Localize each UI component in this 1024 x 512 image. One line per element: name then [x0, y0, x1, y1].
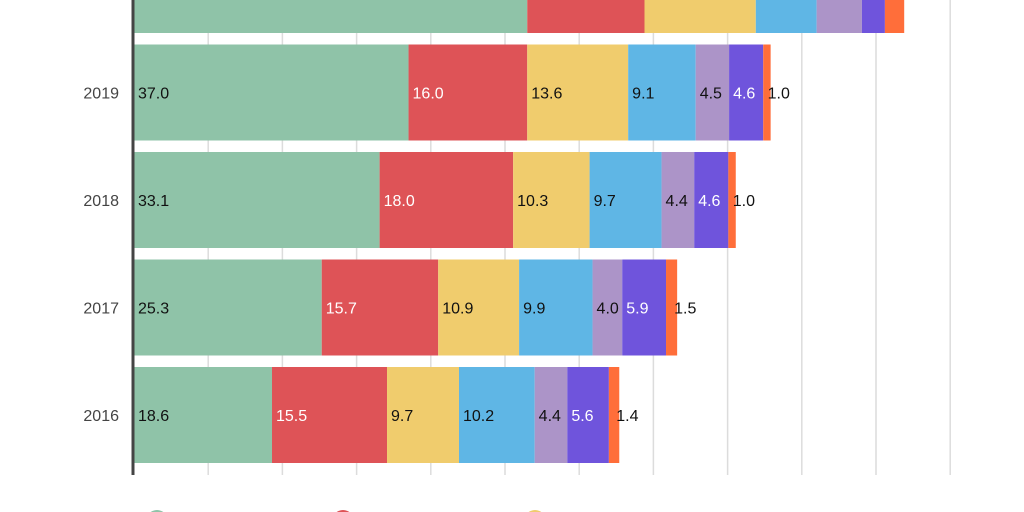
bar-segment [134, 152, 380, 248]
bar-segment [321, 259, 439, 356]
bar-segment [527, 44, 629, 141]
bar-segment [589, 152, 662, 248]
bar-segment [513, 152, 590, 248]
data-label: 9.1 [632, 86, 654, 103]
y-axis-labels: 2019 2018 2017 2016 [83, 86, 119, 426]
data-label: 5.6 [571, 408, 593, 425]
data-label: 4.4 [539, 408, 561, 425]
data-label: 4.5 [700, 86, 722, 103]
data-label: 25.3 [138, 301, 169, 318]
bar-segment [592, 259, 623, 356]
bar-segment [134, 0, 528, 33]
data-label: 9.7 [391, 408, 413, 425]
bar-segment [387, 367, 459, 463]
bar-segment [134, 259, 322, 356]
data-label: 4.4 [666, 193, 688, 210]
bar-segment [134, 44, 409, 141]
data-label: 1.0 [733, 193, 755, 210]
bar-segment [438, 259, 520, 356]
bar-segment [527, 0, 645, 33]
bar-segment [816, 0, 862, 33]
y-tick-label: 2018 [83, 193, 119, 210]
bars: 37.0 16.0 13.6 9.1 4.5 4.6 1.0 33.1 18.0 10.3 9.7 4… [134, 0, 905, 463]
data-label: 4.0 [597, 301, 619, 318]
data-label: 10.2 [463, 408, 494, 425]
bar-segment [861, 0, 885, 33]
bar-segment [694, 152, 729, 248]
y-tick-label: 2017 [83, 301, 119, 318]
data-label: 5.9 [626, 301, 648, 318]
data-label: 18.6 [138, 408, 169, 425]
data-label: 1.5 [674, 301, 696, 318]
data-label: 15.5 [276, 408, 307, 425]
bar-segment [567, 367, 609, 463]
bar-segment [729, 44, 764, 141]
bar-segment [884, 0, 905, 33]
bar-segment [408, 44, 528, 141]
data-label: 16.0 [413, 86, 444, 103]
data-label: 10.9 [442, 301, 473, 318]
bar-segment [695, 44, 730, 141]
data-label: 9.9 [523, 301, 545, 318]
data-label: 1.4 [616, 408, 638, 425]
bar-segment [622, 259, 667, 356]
data-label: 18.0 [384, 193, 415, 210]
data-label: 1.0 [768, 86, 790, 103]
data-label: 4.6 [698, 193, 720, 210]
data-label: 4.6 [733, 86, 755, 103]
bar-segment [661, 152, 695, 248]
data-label: 10.3 [517, 193, 548, 210]
y-tick-label: 2016 [83, 408, 119, 425]
data-label: 33.1 [138, 193, 169, 210]
bar-segment [755, 0, 817, 33]
bar-segment [666, 259, 678, 356]
bar-segment [608, 367, 620, 463]
bar-segment [628, 44, 696, 141]
bar-segment [272, 367, 388, 463]
bar-segment [519, 259, 593, 356]
data-label: 13.6 [531, 86, 562, 103]
bar-segment [134, 367, 273, 463]
data-label: 15.7 [326, 301, 357, 318]
bar-segment [763, 44, 771, 141]
bar-segment [379, 152, 514, 248]
y-tick-label: 2019 [83, 86, 119, 103]
data-label: 9.7 [594, 193, 616, 210]
bar-segment [458, 367, 535, 463]
data-label: 37.0 [138, 86, 169, 103]
bar-segment [534, 367, 568, 463]
bar-segment [644, 0, 756, 33]
bar-segment [728, 152, 736, 248]
